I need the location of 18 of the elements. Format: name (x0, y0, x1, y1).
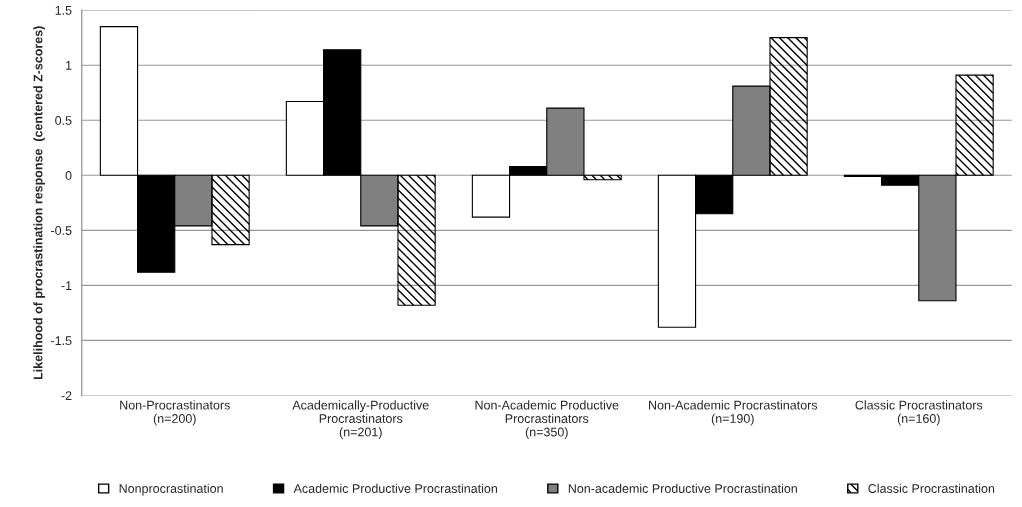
y-tick-label: 0.5 (55, 116, 72, 125)
y-tick-label: 0 (65, 171, 72, 180)
x-tick-label: Academically-Productive Procrastinators (n=201) (292, 400, 429, 439)
y-tick-label: -1.5 (51, 336, 72, 346)
x-tick-label: Non-Academic Procrastinators (n=190) (649, 400, 818, 426)
x-tick-label: Classic Procrastinators (n=160) (855, 400, 983, 426)
y-axis-title: Likelihood of procrastination response (centered Z-scores) (33, 26, 45, 380)
legend-label: Non-academic Productive Procrastination (568, 483, 797, 493)
y-tick-label: -2 (61, 391, 72, 400)
legend-label: Classic Procrastination (868, 483, 995, 493)
legend-label: Academic Productive Procrastination (293, 483, 498, 493)
y-tick-label: -0.5 (51, 226, 72, 235)
x-tick-label: Non-Procrastinators (n=200) (120, 400, 230, 426)
x-tick-label: Non-Academic Productive Procrastinators (n=350) (475, 400, 619, 439)
y-tick-label: -1 (61, 281, 72, 290)
legend-label: Nonprocrastination (119, 483, 223, 496)
y-tick-label: 1.5 (55, 6, 72, 15)
y-tick-label: 1 (66, 61, 72, 70)
